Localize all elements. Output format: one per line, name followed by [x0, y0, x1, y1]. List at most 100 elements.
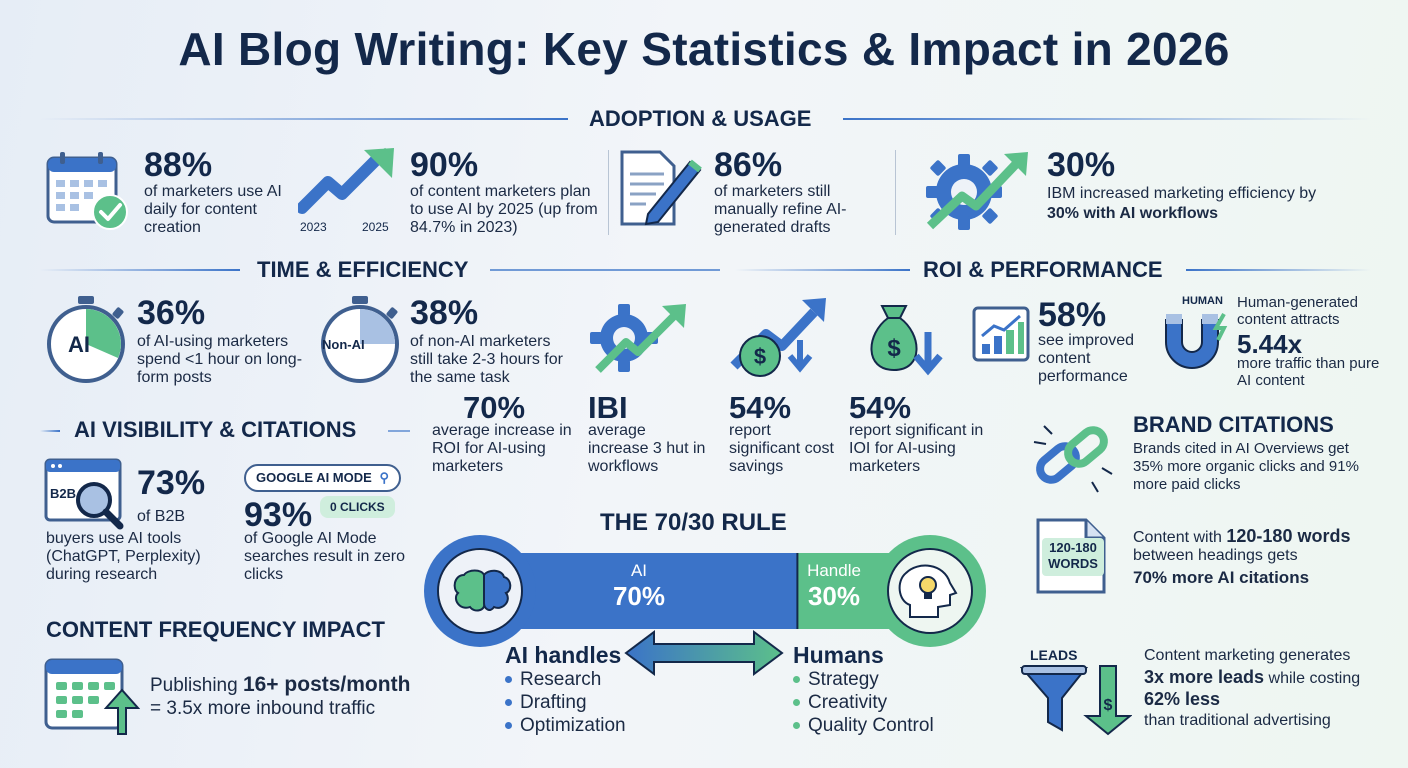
section-title-roi: ROI & PERFORMANCE	[923, 257, 1163, 282]
leads-line-2: 3x more leads while costing	[1144, 667, 1360, 688]
stat-text: see improved content performance	[1038, 332, 1135, 385]
calendar-check-icon	[44, 150, 128, 232]
leads-text-a: Content marketing generates	[1144, 647, 1351, 664]
stat-value: 73%	[137, 464, 206, 502]
list-item: Drafting	[505, 691, 626, 714]
human-share-value: 30%	[807, 581, 861, 611]
document-words-icon: 120-180 WORDS	[1034, 516, 1110, 596]
stat-text: of marketers still manually refine AI-ge…	[714, 183, 847, 236]
list-item: Creativity	[793, 691, 934, 714]
ai-share-value: 70%	[612, 581, 666, 611]
section-title-visibility: AI VISIBILITY & CITATIONS	[74, 417, 357, 442]
head-lightbulb-icon	[898, 564, 958, 618]
divider	[40, 269, 240, 271]
section-title-frequency: CONTENT FREQUENCY IMPACT	[46, 617, 385, 642]
svg-text:$: $	[1104, 697, 1113, 714]
divider	[843, 118, 1371, 120]
leads-text-b: while costing	[1268, 670, 1361, 687]
divider	[40, 430, 60, 432]
words-text-b: between headings gets	[1133, 547, 1298, 564]
divider	[388, 430, 410, 432]
words-badge-range: 120-180	[1049, 540, 1097, 555]
frequency-text-b: = 3.5x more inbound traffic	[150, 698, 376, 719]
divider	[735, 269, 910, 271]
magnet-icon	[1154, 310, 1234, 376]
stat-value: 86%	[714, 146, 783, 184]
divider	[608, 150, 609, 235]
list-item: Quality Control	[793, 714, 934, 737]
stat-text: more traffic than pure AI content	[1237, 355, 1380, 389]
frequency-text-bold: 16+ posts/month	[242, 673, 411, 696]
stat-value: 93%	[244, 496, 313, 534]
gear-arrow-icon	[922, 148, 1032, 232]
list-item: Optimization	[505, 714, 626, 737]
section-title-adoption: ADOPTION & USAGE	[589, 106, 812, 131]
stat-text: average increase in ROI for AI-using mar…	[432, 422, 572, 475]
money-bag-icon: $	[862, 298, 948, 382]
stat-text: of non-AI marketers still take 2-3 hours…	[410, 333, 563, 386]
stat-value: IBI	[588, 390, 628, 425]
stopwatch-label: Non-AI	[322, 337, 365, 352]
stat-value: 38%	[410, 294, 479, 332]
zero-clicks-badge: 0 CLICKS	[320, 496, 395, 518]
humans-list: Strategy Creativity Quality Control	[793, 668, 934, 737]
funnel-dollar-icon: $	[1020, 664, 1132, 736]
stat-text: buyers use AI tools (ChatGPT, Perplexity…	[46, 530, 201, 583]
stat-value: 90%	[410, 146, 479, 184]
year-start-label: 2023	[300, 220, 327, 234]
list-item: Strategy	[793, 668, 934, 691]
stat-value: 5.44x	[1237, 329, 1303, 359]
stopwatch-icon: AI	[44, 294, 134, 384]
year-end-label: 2025	[362, 220, 389, 234]
stat-text: report significant cost savings	[729, 422, 834, 475]
divider	[895, 150, 896, 235]
page-title: AI Blog Writing: Key Statistics & Impact…	[178, 23, 1230, 75]
stat-text: IBM increased marketing efficiency by	[1047, 185, 1317, 202]
stat-text: of AI-using marketers spend <1 hour on l…	[137, 333, 303, 386]
stat-value: 30%	[1047, 146, 1116, 184]
stat-value: 88%	[144, 146, 213, 184]
leads-text-c: than traditional advertising	[1144, 712, 1331, 729]
stat-value: 70%	[463, 390, 526, 425]
search-chip: GOOGLE AI MODE ⚲	[244, 464, 401, 492]
dollar-trend-icon: $	[726, 296, 830, 380]
stat-text: 30% with AI workflows	[1047, 205, 1218, 222]
ai-share-label: AI	[630, 561, 648, 580]
humans-heading: Humans	[793, 642, 884, 668]
split-bar-graphic	[424, 535, 986, 647]
document-pen-icon	[616, 148, 704, 228]
words-badge-unit: WORDS	[1048, 556, 1098, 571]
ai-handles-list: Research Drafting Optimization	[505, 668, 626, 737]
calendar-up-icon	[44, 654, 140, 738]
stat-text: average increase 3 hut in workflows	[588, 422, 706, 475]
stat-text: of Google AI Mode searches result in zer…	[244, 530, 405, 583]
brain-icon	[453, 569, 512, 612]
brand-title: BRAND CITATIONS	[1133, 412, 1334, 437]
divider	[1186, 269, 1371, 271]
search-chip-label: GOOGLE AI MODE	[256, 470, 372, 485]
search-icon: ⚲	[379, 470, 389, 485]
frequency-text-a: Publishing	[150, 675, 238, 696]
stat-text: Human-generated content attracts	[1237, 294, 1358, 328]
leads-line-3: 62% less	[1144, 689, 1220, 710]
brand-text: Brands cited in AI Overviews get 35% mor…	[1133, 440, 1359, 493]
split-bar: AI 70% Handle 30%	[424, 531, 986, 651]
words-badge: 120-180 WORDS	[1042, 540, 1104, 572]
frequency-text: Publishing 16+ posts/month	[150, 673, 410, 697]
double-arrow-icon	[624, 630, 784, 676]
chain-link-icon	[1030, 418, 1116, 494]
ai-handles-heading: AI handles	[505, 642, 622, 668]
divider	[490, 269, 720, 271]
gear-arrow-icon	[588, 298, 688, 378]
svg-text:$: $	[887, 335, 901, 362]
words-text: Content with 120-180 words	[1133, 526, 1350, 547]
stat-text: report significant in IOI for AI-using m…	[849, 422, 984, 475]
human-label: HUMAN	[1182, 295, 1223, 307]
leads-bold-b: 62% less	[1144, 689, 1221, 709]
stat-value: 58%	[1038, 296, 1107, 334]
trend-arrow-icon	[298, 146, 398, 216]
divider	[40, 118, 568, 120]
section-title-rule: THE 70/30 RULE	[600, 509, 787, 536]
words-text-bold: 120-180 words	[1226, 526, 1351, 546]
stat-value: 54%	[849, 390, 912, 425]
